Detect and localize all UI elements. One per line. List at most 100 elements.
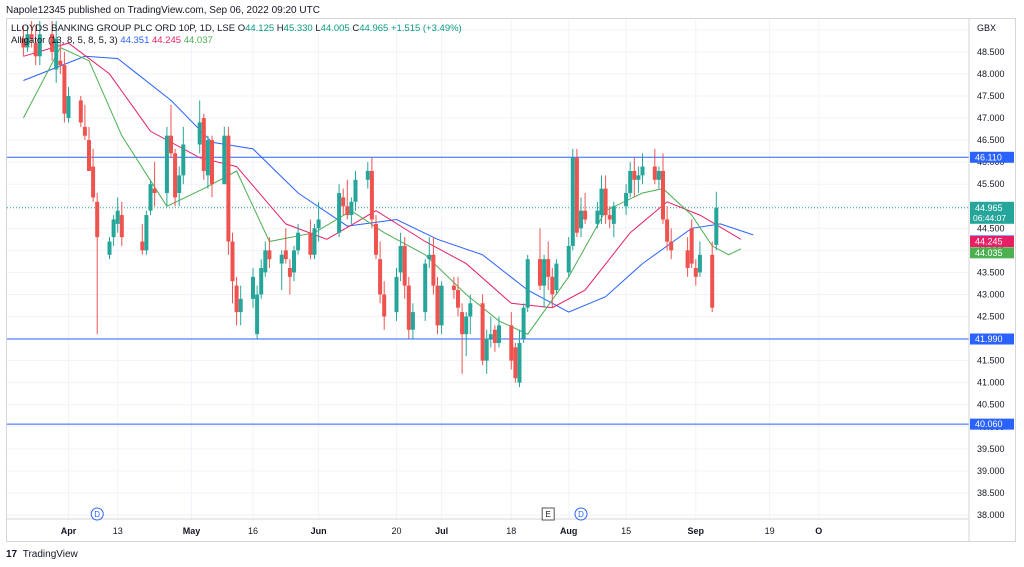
candle-body <box>353 179 358 202</box>
candle-body <box>287 268 292 277</box>
dividend-marker <box>90 507 104 521</box>
candle <box>201 113 206 180</box>
candle <box>468 294 473 335</box>
candle-body <box>710 254 715 308</box>
candle-body <box>107 241 112 255</box>
candle <box>95 193 100 335</box>
level-price-tag <box>970 418 1014 430</box>
candle-body <box>652 166 657 180</box>
candle-body <box>468 303 473 317</box>
candle <box>177 166 182 207</box>
candle <box>439 281 444 335</box>
level-price-tag-text: 46.110 <box>975 152 1002 162</box>
x-tick-label: 13 <box>113 526 123 536</box>
chart-frame[interactable]: GBX48.50048.00047.50047.00046.50046.0004… <box>6 18 1016 542</box>
candle-body <box>349 201 354 216</box>
candle <box>435 276 440 335</box>
candle <box>62 51 67 123</box>
candle-body <box>607 215 612 220</box>
candle-body <box>603 188 608 216</box>
y-tick-label: 39.000 <box>977 466 1005 476</box>
candle-body <box>205 140 210 176</box>
candle-body <box>140 241 145 251</box>
candle-body <box>312 228 317 255</box>
candle <box>87 126 91 171</box>
alligator-price-tag-text: 44.035 <box>975 248 1003 258</box>
candle <box>394 268 399 321</box>
candle <box>251 268 255 308</box>
candle-body <box>37 34 42 57</box>
candle-body <box>50 34 55 52</box>
candle <box>542 254 547 308</box>
candle <box>525 254 530 313</box>
candle <box>230 232 235 304</box>
candle-body <box>267 250 272 260</box>
x-tick-label: Sep <box>688 526 705 536</box>
candle <box>456 276 460 317</box>
candle-body <box>78 100 83 123</box>
candle <box>546 241 551 291</box>
candle-body <box>87 140 91 171</box>
candle <box>685 237 690 277</box>
earnings-marker <box>541 507 555 521</box>
legend-indicator-name[interactable]: Alligator (13, 8, 5, 8, 5, 3) <box>11 35 118 46</box>
candle <box>423 259 428 321</box>
candle-body <box>283 250 288 260</box>
candle-body <box>579 210 583 229</box>
candle <box>37 21 42 66</box>
candle-body <box>394 276 399 313</box>
candle <box>410 303 415 339</box>
y-tick-label: 38.000 <box>977 510 1005 520</box>
dividend-marker <box>574 507 588 521</box>
candle <box>82 104 87 141</box>
candle-body <box>164 135 169 194</box>
candle-body <box>95 201 100 238</box>
candle-body <box>58 60 63 66</box>
candle <box>628 162 633 198</box>
candle <box>693 259 698 286</box>
candle <box>607 206 612 229</box>
candle <box>714 191 719 251</box>
candle <box>603 175 608 224</box>
candle-body <box>697 254 702 273</box>
candle-body <box>669 241 674 251</box>
candle-body <box>497 325 501 343</box>
candle <box>382 281 387 330</box>
alligator-price-tag <box>970 236 1014 248</box>
candle-body <box>25 34 30 48</box>
candle <box>164 126 169 207</box>
candle-body <box>632 170 637 180</box>
candle <box>66 87 71 123</box>
y-tick-label: 48.500 <box>977 47 1005 57</box>
x-tick-label: 19 <box>765 526 775 536</box>
y-tick-label: 40.500 <box>977 400 1005 410</box>
legend-close: 44.965 <box>359 23 389 34</box>
candle <box>492 325 497 352</box>
legend-indicator-row: Alligator (13, 8, 5, 8, 5, 3) 44.351 44.… <box>11 35 462 47</box>
price-chart[interactable]: GBX48.50048.00047.50047.00046.50046.0004… <box>7 19 1015 541</box>
candle <box>91 148 96 202</box>
candle <box>50 21 55 61</box>
candle <box>398 232 403 282</box>
level-price-tag <box>970 333 1014 345</box>
alligator-price-tag <box>970 247 1014 259</box>
candle <box>169 104 173 158</box>
footer-brand[interactable]: 17 TradingView <box>6 549 78 560</box>
candle-body <box>279 254 284 264</box>
candle <box>296 223 301 255</box>
candle <box>689 219 694 268</box>
y-tick-label: 47.500 <box>977 91 1005 101</box>
candle-body <box>29 34 34 39</box>
candle <box>173 148 178 207</box>
candle-body <box>222 135 227 185</box>
price-axis-panel <box>969 19 1015 541</box>
candle-body <box>181 144 186 176</box>
candle-body <box>480 303 485 361</box>
candle-body <box>406 285 411 330</box>
legend-symbol[interactable]: LLOYDS BANKING GROUP PLC ORD 10P, 1D, LS… <box>11 23 236 34</box>
candle <box>595 201 600 229</box>
x-tick-label: 20 <box>391 526 401 536</box>
candle-body <box>464 316 469 335</box>
candle <box>341 188 346 216</box>
candle-body <box>365 170 370 180</box>
